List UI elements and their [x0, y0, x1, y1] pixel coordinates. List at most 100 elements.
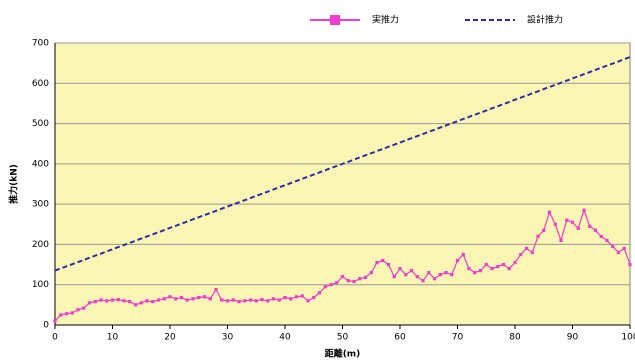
x-tick-label: 10 [107, 333, 119, 343]
point [559, 238, 563, 242]
point [450, 273, 454, 277]
point [496, 264, 500, 269]
point [289, 297, 293, 301]
point [243, 299, 247, 303]
point [593, 228, 598, 232]
x-tick-label: 90 [567, 333, 579, 343]
y-tick-label: 200 [32, 240, 49, 250]
x-tick-label: 40 [279, 333, 291, 343]
point [381, 258, 385, 263]
point [156, 298, 161, 302]
plot-area [54, 42, 631, 326]
point [542, 228, 546, 232]
point [237, 300, 241, 304]
y-tick-label: 600 [32, 79, 49, 89]
point [220, 298, 224, 302]
point [392, 275, 396, 279]
point [116, 298, 120, 302]
point [501, 262, 506, 267]
point [386, 262, 391, 267]
point [358, 277, 362, 281]
point [99, 298, 103, 302]
point [427, 271, 431, 275]
point [53, 319, 57, 323]
point [294, 295, 299, 299]
point [352, 279, 356, 284]
point [438, 273, 442, 277]
point [300, 294, 304, 298]
point [162, 297, 166, 301]
x-tick-label: 0 [52, 333, 58, 343]
point [260, 298, 264, 302]
point [415, 275, 419, 279]
point [254, 299, 258, 303]
point [76, 308, 80, 312]
y-axis-label: 推力(kN) [8, 164, 20, 204]
point [536, 234, 540, 238]
point [467, 267, 471, 271]
point [616, 250, 621, 255]
point [225, 299, 230, 303]
point [277, 298, 281, 302]
point [346, 279, 350, 283]
point [570, 220, 575, 224]
x-tick-label: 80 [509, 333, 521, 343]
point [335, 281, 339, 285]
point [139, 301, 143, 305]
legend-label: 設計推力 [527, 14, 563, 26]
point [202, 295, 207, 299]
point [185, 298, 189, 302]
point [64, 312, 69, 316]
point [599, 234, 603, 238]
x-axis-label: 距離(m) [325, 348, 361, 360]
legend-label: 実推力 [372, 14, 399, 26]
y-tick-label: 300 [32, 200, 49, 210]
y-tick-label: 0 [43, 321, 49, 331]
point [110, 298, 115, 302]
point [82, 306, 86, 310]
point [122, 299, 126, 303]
point [478, 269, 483, 273]
point [87, 301, 92, 305]
point [214, 287, 218, 292]
point [208, 297, 212, 301]
point [197, 296, 201, 300]
y-tick-label: 100 [32, 280, 49, 290]
x-tick-label: 50 [337, 333, 349, 343]
point [582, 208, 586, 212]
point [174, 297, 178, 301]
point [317, 291, 322, 295]
point [553, 222, 557, 226]
point [473, 271, 477, 275]
point [312, 296, 316, 300]
point [513, 260, 517, 265]
point [283, 296, 287, 300]
point [323, 285, 327, 289]
point [461, 252, 465, 257]
point [530, 250, 534, 255]
point [547, 210, 552, 214]
point [409, 269, 414, 273]
point [168, 295, 172, 299]
point [432, 277, 437, 281]
point [576, 226, 580, 230]
point [628, 262, 632, 267]
point [421, 279, 425, 283]
point [70, 311, 74, 315]
y-tick-label: 700 [32, 39, 49, 49]
y-tick-label: 500 [32, 119, 49, 129]
point [151, 300, 155, 304]
point [145, 299, 149, 303]
x-tick-label: 30 [222, 333, 234, 343]
point [565, 218, 569, 222]
point [524, 246, 529, 251]
x-tick-label: 20 [164, 333, 176, 343]
point [444, 271, 448, 275]
point [133, 303, 138, 307]
point [507, 267, 511, 271]
point [266, 299, 270, 303]
point [191, 297, 195, 301]
x-tick-label: 60 [394, 333, 406, 343]
point [404, 273, 408, 277]
